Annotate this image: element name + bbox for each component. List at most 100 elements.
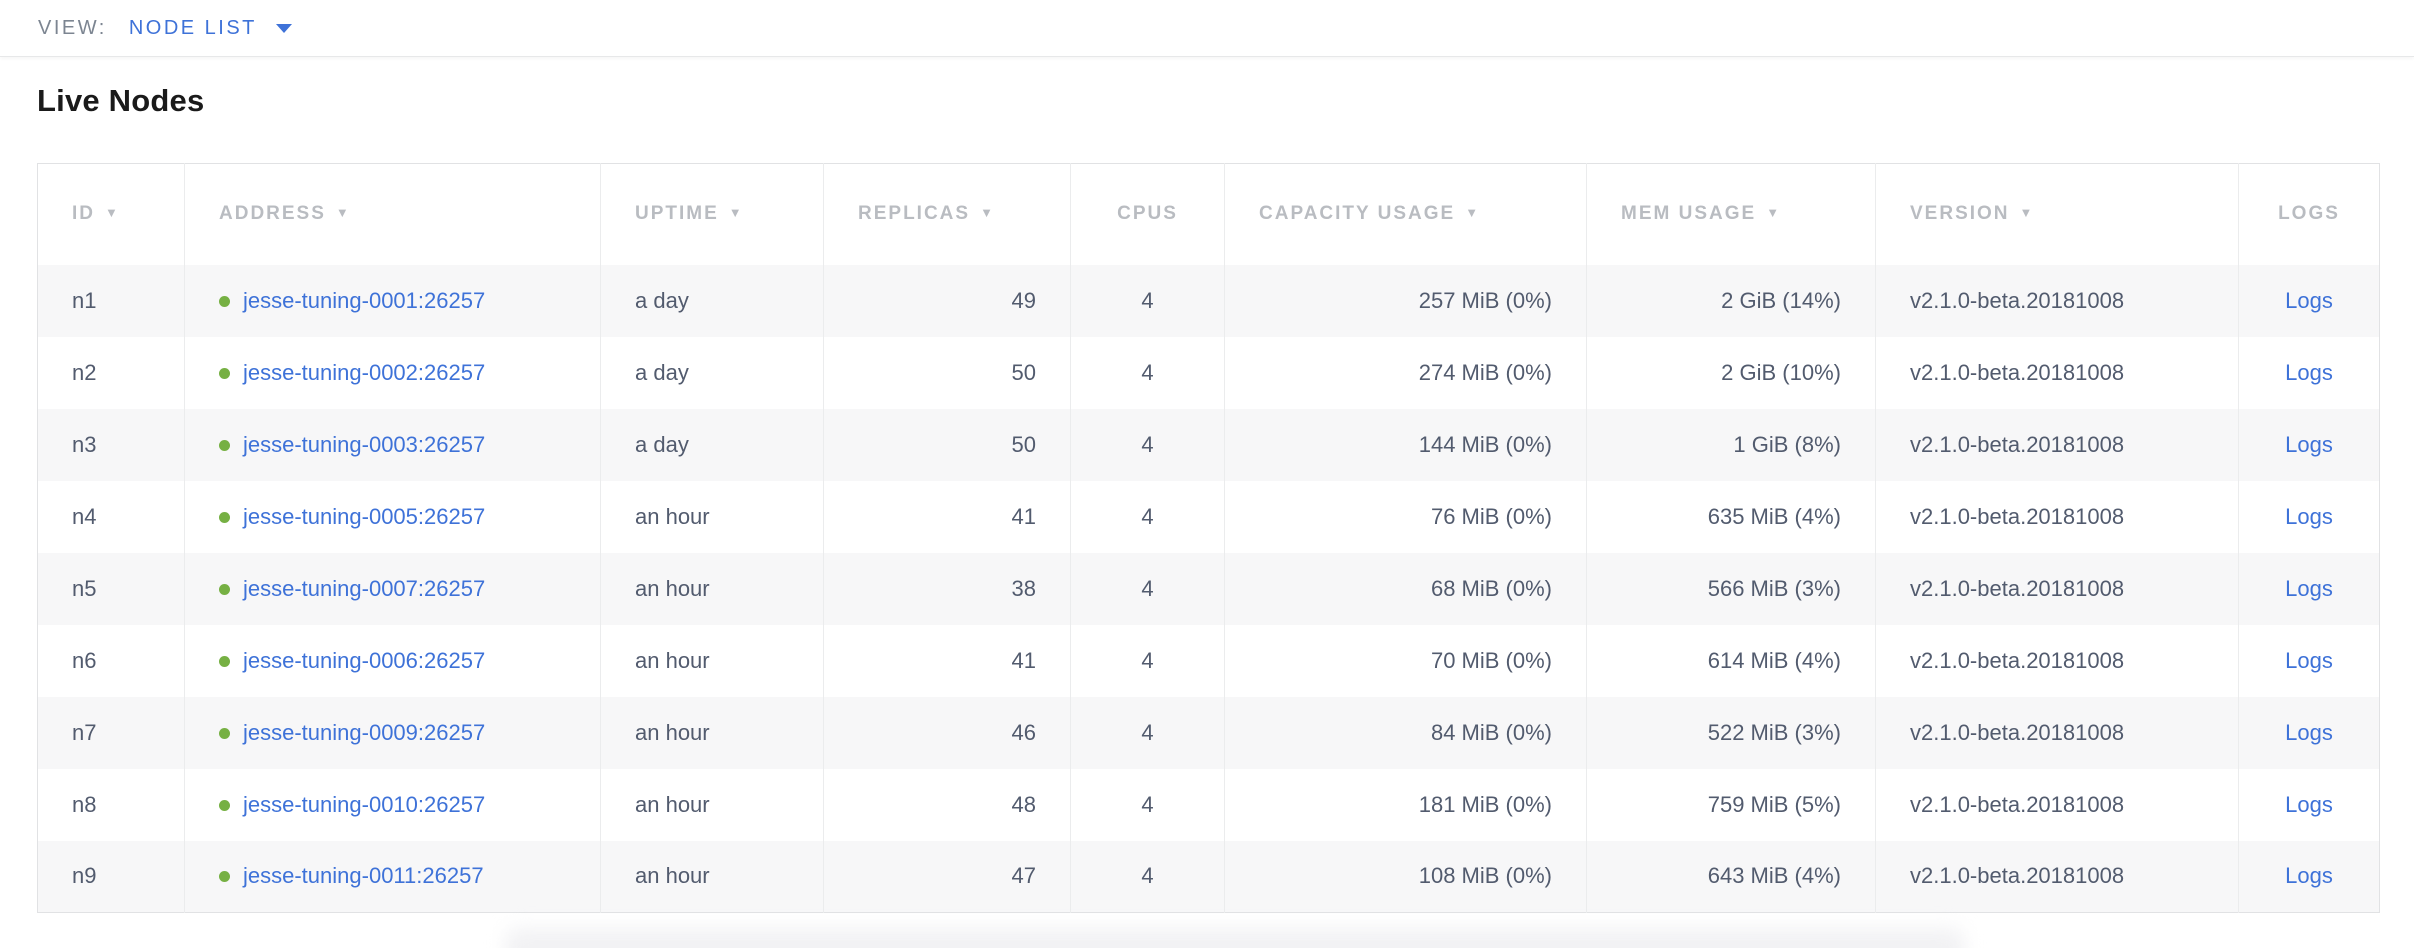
logs-link[interactable]: Logs <box>2285 431 2333 457</box>
cell-mem_usage: 635 MiB (4%) <box>1586 480 1876 553</box>
logs-link[interactable]: Logs <box>2285 791 2333 817</box>
cell-capacity_usage: 274 MiB (0%) <box>1224 336 1587 409</box>
node-address-link[interactable]: jesse-tuning-0003:26257 <box>243 431 486 457</box>
column-header-cpus[interactable]: CPUS <box>1070 163 1225 265</box>
table-row: n2 jesse-tuning-0002:26257 a day 50 4 274 MiB… <box>37 336 2380 409</box>
column-header-mem_usage[interactable]: MEM USAGE ▼ <box>1586 163 1876 265</box>
cell-capacity_usage: 108 MiB (0%) <box>1224 840 1587 913</box>
table-row: n3 jesse-tuning-0003:26257 a day 50 4 144 MiB… <box>37 408 2380 481</box>
cell-cpus: 4 <box>1070 768 1225 841</box>
logs-link[interactable]: Logs <box>2285 863 2333 889</box>
node-address-link[interactable]: jesse-tuning-0007:26257 <box>243 575 486 601</box>
cell-uptime: an hour <box>600 840 824 913</box>
column-header-address[interactable]: ADDRESS ▼ <box>184 163 601 265</box>
table-header-row: ID ▼ ADDRESS ▼ UPTIME ▼ REPLICAS ▼ CPUS CAPA… <box>37 163 2380 265</box>
cell-version: v2.1.0-beta.20181008 <box>1875 552 2239 625</box>
cell-capacity_usage: 68 MiB (0%) <box>1224 552 1587 625</box>
cell-version: v2.1.0-beta.20181008 <box>1875 840 2239 913</box>
cell-version: v2.1.0-beta.20181008 <box>1875 480 2239 553</box>
node-address-link[interactable]: jesse-tuning-0010:26257 <box>243 791 486 817</box>
cell-logs: Logs <box>2238 264 2380 337</box>
cell-address: jesse-tuning-0010:26257 <box>184 768 601 841</box>
cell-mem_usage: 522 MiB (3%) <box>1586 696 1876 769</box>
table-row: n9 jesse-tuning-0011:26257 an hour 47 4 108 M… <box>37 840 2380 913</box>
cell-cpus: 4 <box>1070 696 1225 769</box>
cell-mem_usage: 1 GiB (8%) <box>1586 408 1876 481</box>
cell-cpus: 4 <box>1070 408 1225 481</box>
cell-logs: Logs <box>2238 768 2380 841</box>
cell-replicas: 50 <box>823 408 1071 481</box>
view-selected-value: NODE LIST <box>128 16 257 39</box>
cell-replicas: 46 <box>823 696 1071 769</box>
cell-capacity_usage: 144 MiB (0%) <box>1224 408 1587 481</box>
cell-version: v2.1.0-beta.20181008 <box>1875 696 2239 769</box>
node-address-link[interactable]: jesse-tuning-0011:26257 <box>243 863 484 889</box>
cell-mem_usage: 566 MiB (3%) <box>1586 552 1876 625</box>
cell-replicas: 48 <box>823 768 1071 841</box>
column-header-logs[interactable]: LOGS <box>2238 163 2380 265</box>
column-header-capacity_usage[interactable]: CAPACITY USAGE ▼ <box>1224 163 1587 265</box>
node-address-link[interactable]: jesse-tuning-0001:26257 <box>243 287 486 313</box>
logs-link[interactable]: Logs <box>2285 575 2333 601</box>
cell-cpus: 4 <box>1070 840 1225 913</box>
cell-version: v2.1.0-beta.20181008 <box>1875 264 2239 337</box>
cell-address: jesse-tuning-0006:26257 <box>184 624 601 697</box>
cell-uptime: a day <box>600 408 824 481</box>
cell-cpus: 4 <box>1070 264 1225 337</box>
node-address-link[interactable]: jesse-tuning-0006:26257 <box>243 647 486 673</box>
logs-link[interactable]: Logs <box>2285 287 2333 313</box>
sort-arrow-icon: ▼ <box>1465 205 1479 221</box>
cell-id: n1 <box>37 264 185 337</box>
cell-mem_usage: 759 MiB (5%) <box>1586 768 1876 841</box>
cell-cpus: 4 <box>1070 624 1225 697</box>
cell-logs: Logs <box>2238 336 2380 409</box>
node-address-link[interactable]: jesse-tuning-0009:26257 <box>243 719 486 745</box>
cell-capacity_usage: 181 MiB (0%) <box>1224 768 1587 841</box>
table-row: n1 jesse-tuning-0001:26257 a day 49 4 257 MiB… <box>37 264 2380 337</box>
cell-replicas: 49 <box>823 264 1071 337</box>
cell-address: jesse-tuning-0003:26257 <box>184 408 601 481</box>
cell-address: jesse-tuning-0005:26257 <box>184 480 601 553</box>
view-label: VIEW: <box>38 16 107 39</box>
node-address-link[interactable]: jesse-tuning-0002:26257 <box>243 359 486 385</box>
page-title: Live Nodes <box>37 83 205 118</box>
logs-link[interactable]: Logs <box>2285 359 2333 385</box>
node-status-dot-icon <box>219 583 230 595</box>
column-header-id[interactable]: ID ▼ <box>37 163 185 265</box>
table-row: n5 jesse-tuning-0007:26257 an hour 38 4 68 Mi… <box>37 552 2380 625</box>
cell-version: v2.1.0-beta.20181008 <box>1875 408 2239 481</box>
cell-id: n3 <box>37 408 185 481</box>
sort-arrow-icon: ▼ <box>105 205 118 221</box>
cell-id: n9 <box>37 840 185 913</box>
column-header-version[interactable]: VERSION ▼ <box>1875 163 2239 265</box>
cell-capacity_usage: 84 MiB (0%) <box>1224 696 1587 769</box>
node-status-dot-icon <box>219 727 230 739</box>
cell-cpus: 4 <box>1070 480 1225 553</box>
cell-address: jesse-tuning-0011:26257 <box>184 840 601 913</box>
cell-replicas: 41 <box>823 480 1071 553</box>
view-selector-dropdown[interactable]: NODE LIST <box>129 17 292 40</box>
column-header-replicas[interactable]: REPLICAS ▼ <box>823 163 1071 265</box>
cell-capacity_usage: 76 MiB (0%) <box>1224 480 1587 553</box>
cell-cpus: 4 <box>1070 336 1225 409</box>
column-header-uptime[interactable]: UPTIME ▼ <box>600 163 824 265</box>
sort-arrow-icon: ▼ <box>1766 205 1780 221</box>
cell-capacity_usage: 70 MiB (0%) <box>1224 624 1587 697</box>
cell-id: n5 <box>37 552 185 625</box>
cell-uptime: a day <box>600 264 824 337</box>
sort-arrow-icon: ▼ <box>728 205 742 221</box>
logs-link[interactable]: Logs <box>2285 647 2333 673</box>
cell-address: jesse-tuning-0007:26257 <box>184 552 601 625</box>
node-status-dot-icon <box>219 367 230 379</box>
dropdown-caret-icon <box>275 23 292 33</box>
node-address-link[interactable]: jesse-tuning-0005:26257 <box>243 503 486 529</box>
cell-replicas: 47 <box>823 840 1071 913</box>
node-status-dot-icon <box>219 799 230 811</box>
logs-link[interactable]: Logs <box>2285 503 2333 529</box>
cell-uptime: an hour <box>600 552 824 625</box>
logs-link[interactable]: Logs <box>2285 719 2333 745</box>
node-status-dot-icon <box>219 439 230 451</box>
cell-id: n6 <box>37 624 185 697</box>
sort-arrow-icon: ▼ <box>980 205 993 221</box>
